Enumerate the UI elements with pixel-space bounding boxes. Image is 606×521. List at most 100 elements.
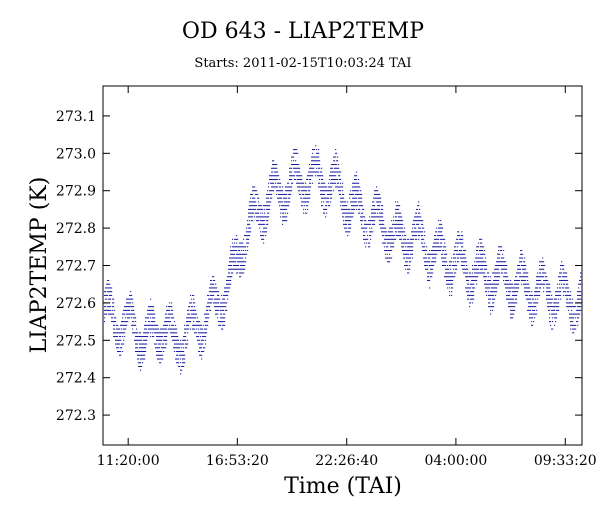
data-point: [159, 362, 161, 364]
data-point: [566, 287, 568, 289]
data-point: [385, 242, 387, 244]
data-point: [177, 347, 179, 349]
data-point: [126, 298, 128, 300]
data-point: [454, 272, 456, 274]
data-point: [134, 317, 136, 319]
data-point: [351, 208, 353, 210]
data-point: [247, 223, 249, 225]
data-point: [447, 287, 449, 289]
data-point: [471, 291, 473, 293]
data-point: [269, 175, 271, 177]
data-point: [578, 313, 580, 315]
data-point: [510, 317, 512, 319]
data-point: [250, 197, 252, 199]
data-point: [494, 279, 496, 281]
data-point: [206, 332, 208, 334]
data-point: [294, 149, 296, 151]
data-point: [494, 298, 496, 300]
data-point: [497, 283, 499, 285]
data-point: [147, 313, 149, 315]
data-point: [193, 309, 195, 311]
data-point: [184, 332, 186, 334]
data-point: [542, 283, 544, 285]
data-point: [138, 354, 140, 356]
data-point: [199, 321, 201, 323]
data-point: [316, 149, 318, 151]
data-point: [323, 190, 325, 192]
data-point: [466, 272, 468, 274]
data-point: [257, 216, 259, 218]
data-point: [480, 257, 482, 259]
data-point: [498, 257, 500, 259]
data-point: [570, 306, 572, 308]
data-point: [446, 283, 448, 285]
data-point: [556, 298, 558, 300]
data-point: [247, 235, 249, 237]
data-point: [358, 197, 360, 199]
data-point: [171, 317, 173, 319]
data-point: [308, 190, 310, 192]
data-point: [544, 265, 546, 266]
data-point: [529, 309, 531, 311]
data-point: [311, 156, 313, 158]
data-point: [537, 283, 539, 285]
data-point: [315, 171, 317, 173]
data-point: [263, 238, 265, 240]
data-point: [250, 216, 252, 218]
data-point: [447, 279, 449, 281]
data-point: [207, 302, 209, 304]
data-point: [563, 283, 565, 285]
data-point: [504, 265, 506, 266]
data-point: [372, 220, 374, 222]
data-point: [515, 276, 517, 278]
data-point: [306, 201, 308, 203]
data-point: [131, 294, 133, 296]
data-point: [371, 212, 373, 214]
data-point: [389, 231, 391, 233]
data-point: [346, 231, 348, 233]
data-point: [387, 261, 389, 263]
data-point: [350, 190, 352, 192]
data-point: [115, 321, 117, 323]
data-point: [502, 261, 504, 263]
data-point: [495, 272, 497, 274]
data-point: [237, 246, 239, 248]
data-point: [506, 268, 508, 270]
data-point: [145, 321, 147, 323]
data-point: [106, 309, 108, 311]
data-point: [490, 306, 492, 308]
data-point: [404, 235, 406, 237]
data-point: [379, 197, 381, 199]
data-point: [157, 351, 159, 353]
data-point: [229, 257, 231, 259]
data-point: [290, 171, 292, 173]
data-point: [144, 336, 146, 338]
data-point: [235, 250, 237, 252]
data-point: [280, 190, 282, 192]
data-point: [563, 268, 565, 270]
data-point: [145, 317, 147, 319]
data-point: [440, 246, 442, 248]
data-point: [260, 212, 262, 214]
data-point: [558, 302, 560, 304]
data-point: [350, 227, 352, 229]
data-point: [479, 272, 481, 274]
data-point: [141, 354, 143, 356]
data-point: [211, 298, 213, 300]
data-point: [537, 291, 539, 293]
data-point: [435, 246, 437, 248]
data-point: [301, 197, 303, 199]
data-point: [499, 272, 501, 274]
data-point: [551, 313, 553, 315]
data-point: [107, 291, 109, 293]
data-point: [541, 283, 543, 285]
data-point: [429, 287, 431, 289]
data-point: [263, 227, 265, 229]
data-point: [429, 279, 431, 281]
data-point: [525, 283, 527, 285]
data-point: [310, 171, 312, 173]
data-point: [129, 313, 131, 315]
data-point: [291, 178, 293, 180]
data-point: [321, 201, 323, 203]
data-point: [580, 283, 582, 285]
